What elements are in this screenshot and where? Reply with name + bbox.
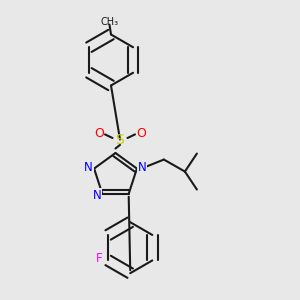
Text: N: N	[138, 160, 147, 173]
Text: O: O	[136, 127, 146, 140]
Text: O: O	[94, 127, 104, 140]
Text: F: F	[96, 253, 103, 266]
Text: CH₃: CH₃	[100, 17, 118, 27]
Text: N: N	[92, 189, 101, 202]
Text: N: N	[84, 160, 93, 173]
Text: S: S	[116, 133, 124, 146]
